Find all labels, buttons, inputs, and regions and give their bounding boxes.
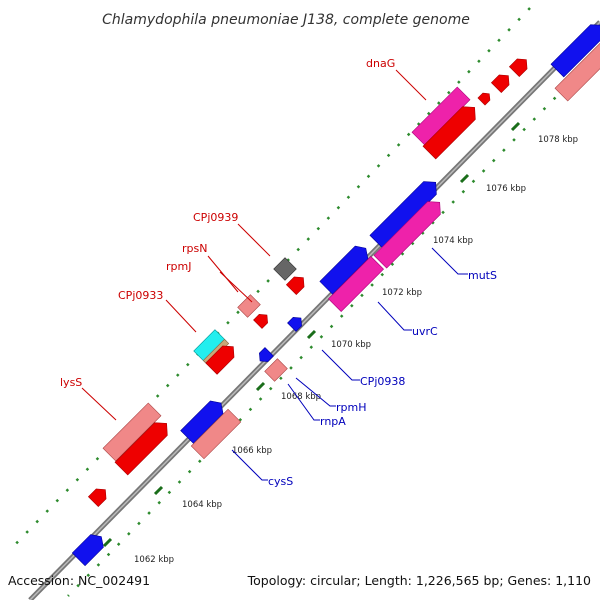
kbp-tick-mark bbox=[510, 121, 521, 132]
gene-feature-uvrc bbox=[319, 245, 369, 295]
gene-feature-rpmh bbox=[259, 347, 274, 362]
kbp-tick-mark bbox=[153, 485, 164, 496]
gene-feature bbox=[477, 92, 491, 106]
leader-cpj0939 bbox=[237, 223, 271, 257]
kbp-tick-mark bbox=[255, 381, 266, 392]
kbp-label: 1074 kbp bbox=[433, 236, 473, 246]
kbp-label: 1078 kbp bbox=[538, 135, 578, 145]
gene-label-cyss: cysS bbox=[268, 475, 293, 488]
gene-feature bbox=[205, 345, 235, 375]
leader-cpj0938 bbox=[321, 349, 360, 381]
leader-rpsn bbox=[207, 255, 239, 293]
kbp-tick-mark bbox=[102, 537, 113, 548]
gene-feature-uvrc-cds bbox=[327, 255, 385, 313]
kbp-label: 1064 kbp bbox=[182, 500, 222, 510]
accession-text: Accession: NC_002491 bbox=[8, 573, 150, 588]
kbp-label: 1066 kbp bbox=[232, 446, 272, 456]
gene-feature bbox=[550, 24, 600, 78]
gene-label-cpj0939: CPj0939 bbox=[193, 211, 238, 224]
leader-rpmh bbox=[295, 377, 336, 407]
map-title: Chlamydophila pneumoniae J138, complete … bbox=[102, 12, 470, 28]
leader-muts bbox=[431, 247, 468, 275]
gene-feature-lyss bbox=[102, 402, 162, 462]
gene-feature-rpmj bbox=[253, 314, 268, 329]
leader-cyss bbox=[231, 449, 268, 481]
gene-feature bbox=[490, 74, 510, 94]
gene-feature-lyss-cds bbox=[114, 422, 168, 476]
kbp-tick-mark bbox=[459, 173, 470, 184]
gene-feature-cyss bbox=[180, 400, 224, 444]
gene-label-dnag: dnaG bbox=[366, 57, 395, 70]
gene-feature bbox=[554, 42, 600, 102]
genome-summary-text: Topology: circular; Length: 1,226,565 bp… bbox=[247, 573, 591, 588]
forward-features bbox=[87, 42, 600, 508]
tick-line-outer bbox=[7, 7, 531, 553]
gene-feature-cpj0939 bbox=[273, 257, 297, 281]
genome-backbone-highlight bbox=[29, 21, 600, 600]
leader-cpj0933 bbox=[165, 299, 197, 333]
gene-feature-dnag-cds bbox=[422, 106, 476, 160]
gene-feature bbox=[508, 58, 528, 78]
gene-label-muts: mutS bbox=[468, 269, 497, 282]
leader-uvrc bbox=[377, 301, 412, 331]
gene-label-cpj0938: CPj0938 bbox=[360, 375, 405, 388]
kbp-label: 1076 kbp bbox=[486, 184, 526, 194]
kbp-label: 1072 kbp bbox=[382, 288, 422, 298]
gene-feature bbox=[285, 276, 305, 296]
gene-feature-muts-cds bbox=[373, 201, 441, 269]
tick-line-inner bbox=[67, 55, 597, 597]
gene-label-rpmj: rpmJ bbox=[166, 260, 191, 273]
gene-feature bbox=[71, 534, 104, 567]
leader-rnpa bbox=[287, 383, 320, 421]
gene-feature-muts bbox=[369, 181, 437, 249]
reverse-features bbox=[71, 24, 600, 567]
gene-feature-cyss-cds bbox=[190, 408, 242, 460]
kbp-ticks bbox=[102, 121, 521, 548]
leader-dnag bbox=[395, 69, 427, 101]
gene-label-rnpa: rnpA bbox=[320, 415, 346, 428]
gene-label-cpj0933: CPj0933 bbox=[118, 289, 163, 302]
gene-label-lyss: lysS bbox=[60, 376, 82, 389]
gene-label-uvrc: uvrC bbox=[412, 325, 438, 338]
leader-lines bbox=[81, 69, 468, 481]
gene-feature bbox=[87, 488, 107, 508]
gene-label-rpmh: rpmH bbox=[336, 401, 367, 414]
kbp-label: 1068 kbp bbox=[281, 392, 321, 402]
kbp-tick-mark bbox=[306, 329, 317, 340]
gene-feature-rnpa bbox=[264, 358, 288, 382]
kbp-label: 1062 kbp bbox=[134, 555, 174, 565]
kbp-label: 1070 kbp bbox=[331, 340, 371, 350]
leader-rpmj bbox=[219, 271, 253, 303]
gene-feature-rpsn bbox=[237, 294, 261, 318]
gene-feature-cpj0938 bbox=[287, 317, 302, 332]
leader-lyss bbox=[81, 387, 117, 421]
gene-label-rpsn: rpsN bbox=[182, 242, 207, 255]
